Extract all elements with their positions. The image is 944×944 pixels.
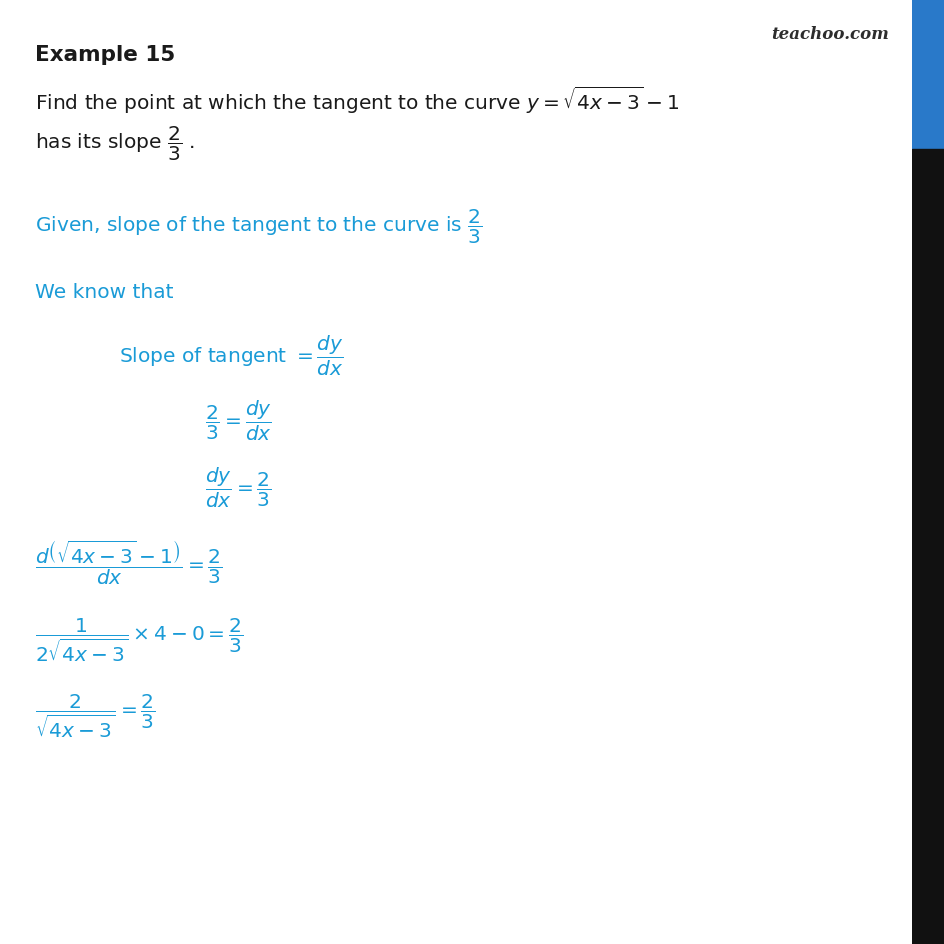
Text: $\dfrac{dy}{dx} = \dfrac{2}{3}$: $\dfrac{dy}{dx} = \dfrac{2}{3}$ (205, 465, 272, 510)
Text: We know that: We know that (35, 283, 173, 302)
Text: Find the point at which the tangent to the curve $y = \sqrt{4x-3} - 1$: Find the point at which the tangent to t… (35, 85, 678, 116)
Text: Given, slope of the tangent to the curve is $\dfrac{2}{3}$: Given, slope of the tangent to the curve… (35, 208, 481, 246)
Text: $\dfrac{d\left(\sqrt{4x-3}-1\right)}{dx} = \dfrac{2}{3}$: $\dfrac{d\left(\sqrt{4x-3}-1\right)}{dx}… (35, 538, 222, 586)
Text: Slope of tangent $= \dfrac{dy}{dx}$: Slope of tangent $= \dfrac{dy}{dx}$ (118, 333, 343, 378)
Text: Example 15: Example 15 (35, 45, 175, 65)
Text: $\dfrac{2}{\sqrt{4x-3}} = \dfrac{2}{3}$: $\dfrac{2}{\sqrt{4x-3}} = \dfrac{2}{3}$ (35, 692, 155, 739)
Text: $\dfrac{1}{2\sqrt{4x-3}} \times 4 - 0 = \dfrac{2}{3}$: $\dfrac{1}{2\sqrt{4x-3}} \times 4 - 0 = … (35, 615, 243, 663)
Text: has its slope $\dfrac{2}{3}$ .: has its slope $\dfrac{2}{3}$ . (35, 125, 194, 163)
Bar (911, 150, 944, 944)
Text: $\dfrac{2}{3} = \dfrac{dy}{dx}$: $\dfrac{2}{3} = \dfrac{dy}{dx}$ (205, 398, 272, 443)
Text: teachoo.com: teachoo.com (770, 26, 888, 43)
Bar (911, 0, 944, 150)
